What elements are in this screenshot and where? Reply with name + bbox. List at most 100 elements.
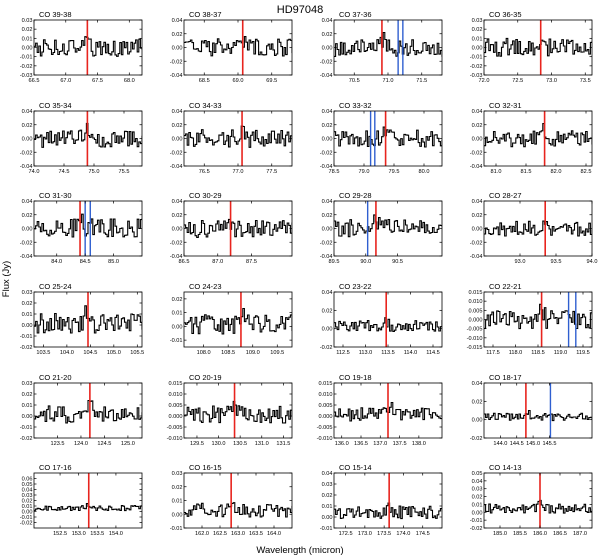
panel-title: CO 19-18 bbox=[339, 373, 372, 382]
y-tick-label: 0.015 bbox=[469, 290, 483, 296]
x-tick-label: 118.5 bbox=[531, 350, 545, 356]
y-tick-label: 0.04 bbox=[472, 381, 483, 387]
x-tick-label: 90.5 bbox=[392, 259, 403, 265]
panel-13: CO 25-24 103.5 104.0 104.5 105.0 105.5 -0.02 -0… bbox=[20, 282, 145, 356]
y-tick-label: 0.00 bbox=[172, 227, 183, 233]
y-tick-label: -0.010 bbox=[467, 336, 483, 342]
x-tick-label: 75.0 bbox=[89, 169, 100, 175]
spectrum-line bbox=[484, 409, 592, 422]
x-tick-label: 119.5 bbox=[576, 350, 590, 356]
y-tick-label: -0.04 bbox=[320, 73, 333, 79]
x-tick-label: 186.5 bbox=[553, 531, 567, 537]
x-tick-label: 131.0 bbox=[255, 441, 269, 447]
x-tick-label: 154.0 bbox=[109, 531, 123, 537]
x-tick-label: 137.5 bbox=[393, 441, 407, 447]
y-tick-label: -0.04 bbox=[320, 254, 333, 260]
x-tick-label: 137.0 bbox=[373, 441, 387, 447]
x-tick-label: 130.0 bbox=[212, 441, 226, 447]
x-tick-label: 69.0 bbox=[233, 78, 244, 84]
panel-frame bbox=[483, 472, 593, 529]
x-tick-label: 94.0 bbox=[587, 259, 598, 265]
y-tick-label: 0.04 bbox=[322, 18, 333, 24]
y-tick-label: 0.04 bbox=[322, 109, 333, 115]
x-tick-label: 84.0 bbox=[51, 259, 62, 265]
spectrum-line bbox=[334, 317, 442, 332]
panel-8: CO 32-31 81.0 81.5 82.0 82.5 -0.04 -0.02 0.00 0.… bbox=[470, 101, 593, 175]
panel-4: CO 36-35 72.0 72.5 73.0 73.5 -0.03 -0.02 -0.01 0… bbox=[470, 10, 593, 84]
y-tick-label: 0.02 bbox=[472, 399, 483, 405]
x-tick-label: 131.5 bbox=[276, 441, 290, 447]
x-tick-label: 79.0 bbox=[359, 169, 370, 175]
y-tick-label: 0.04 bbox=[472, 199, 483, 205]
x-tick-label: 124.5 bbox=[97, 441, 111, 447]
x-tick-label: 87.0 bbox=[212, 259, 223, 265]
x-tick-label: 78.5 bbox=[329, 169, 340, 175]
panel-24: CO 14-13 185.0 185.5 186.0 186.5 187.0 -0.02 -0… bbox=[470, 463, 593, 537]
spectrum-line bbox=[34, 213, 142, 238]
y-tick-label: 0.005 bbox=[319, 403, 333, 409]
y-tick-label: -0.02 bbox=[320, 59, 333, 65]
panel-23: CO 15-14 172.5 173.0 173.5 174.0 174.5 -0.01 0.… bbox=[320, 463, 443, 537]
x-tick-label: 71.0 bbox=[383, 78, 394, 84]
panel-title: CO 36-35 bbox=[489, 10, 522, 19]
panel-12: CO 28-27 93.0 93.5 94.0 -0.04 -0.02 0.00 0.02 0.… bbox=[470, 191, 598, 265]
x-tick-label: 79.5 bbox=[389, 169, 400, 175]
y-tick-label: 0.01 bbox=[472, 36, 483, 42]
panel-title: CO 33-32 bbox=[339, 101, 372, 110]
panel-title: CO 21-20 bbox=[39, 373, 72, 382]
y-tick-label: 0.00 bbox=[22, 227, 33, 233]
panel-title: CO 22-21 bbox=[489, 282, 522, 291]
y-tick-label: -0.01 bbox=[20, 334, 33, 340]
y-tick-label: -0.01 bbox=[20, 515, 33, 521]
x-tick-label: 104.0 bbox=[60, 350, 74, 356]
y-tick-label: -0.005 bbox=[467, 327, 483, 333]
panel-20: CO 18-17 144.0 144.5 145.0 145.5 -0.02 0.00 0.0… bbox=[470, 373, 593, 447]
y-tick-label: -0.01 bbox=[470, 55, 483, 61]
y-tick-label: 0.02 bbox=[22, 392, 33, 398]
y-tick-label: 0.000 bbox=[469, 318, 483, 324]
y-tick-label: -0.005 bbox=[317, 425, 333, 431]
y-tick-label: 0.03 bbox=[172, 471, 183, 477]
x-tick-label: 136.0 bbox=[335, 441, 349, 447]
spectrum-line bbox=[484, 499, 592, 514]
y-tick-label: 0.06 bbox=[22, 477, 33, 483]
x-tick-label: 77.0 bbox=[233, 169, 244, 175]
x-tick-label: 81.0 bbox=[491, 169, 502, 175]
y-tick-label: 0.03 bbox=[22, 493, 33, 499]
x-tick-label: 114.0 bbox=[404, 350, 418, 356]
panel-title: CO 30-29 bbox=[189, 191, 222, 200]
y-tick-label: -0.02 bbox=[170, 240, 183, 246]
y-tick-label: 0.00 bbox=[472, 418, 483, 424]
figure-title: HD97048 bbox=[277, 4, 323, 16]
y-tick-label: -0.02 bbox=[470, 240, 483, 246]
x-tick-label: 93.0 bbox=[515, 259, 526, 265]
x-tick-label: 162.0 bbox=[195, 531, 209, 537]
y-tick-label: 0.00 bbox=[472, 510, 483, 516]
y-tick-label: 0.01 bbox=[322, 504, 333, 510]
panel-title: CO 17-16 bbox=[39, 463, 72, 472]
y-tick-label: -0.02 bbox=[320, 150, 333, 156]
y-tick-label: 0.04 bbox=[22, 488, 33, 494]
x-tick-label: 164.0 bbox=[267, 531, 281, 537]
y-tick-label: -0.04 bbox=[170, 73, 183, 79]
y-tick-label: -0.04 bbox=[20, 254, 33, 260]
y-tick-label: 0.03 bbox=[22, 290, 33, 296]
x-tick-label: 85.0 bbox=[108, 259, 119, 265]
y-tick-label: 0.00 bbox=[172, 137, 183, 143]
y-tick-label: -0.01 bbox=[320, 526, 333, 532]
spectrum-line bbox=[184, 307, 292, 335]
y-tick-label: -0.010 bbox=[167, 436, 183, 442]
x-tick-label: 163.0 bbox=[231, 531, 245, 537]
y-tick-label: -0.02 bbox=[20, 436, 33, 442]
y-tick-label: -0.005 bbox=[167, 425, 183, 431]
y-tick-label: -0.02 bbox=[470, 526, 483, 532]
y-tick-label: 0.04 bbox=[472, 479, 483, 485]
spectrum-line bbox=[184, 400, 292, 424]
y-tick-label: -0.01 bbox=[170, 526, 183, 532]
x-tick-label: 105.5 bbox=[130, 350, 144, 356]
x-tick-label: 109.5 bbox=[270, 350, 284, 356]
panel-title: CO 23-22 bbox=[339, 282, 372, 291]
panel-title: CO 14-13 bbox=[489, 463, 522, 472]
